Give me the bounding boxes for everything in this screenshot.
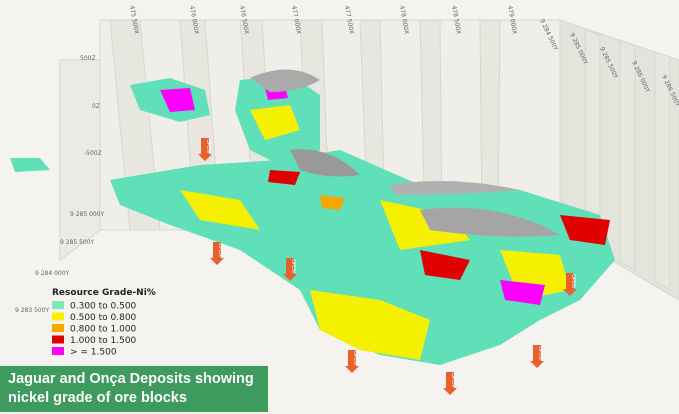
legend-swatch — [52, 312, 64, 321]
caption-line: Jaguar and Onça Deposits showing — [8, 371, 254, 387]
open-arrow — [198, 138, 212, 161]
axis-label: 500Z — [80, 55, 96, 62]
axis-label: 479 000X — [506, 5, 518, 35]
axis-label: 9 283 500Y — [15, 307, 50, 314]
legend-swatch — [52, 324, 64, 332]
axis-label: 9 285 000Y — [70, 211, 105, 218]
open-label: OPEN — [352, 351, 358, 365]
open-arrow — [283, 258, 297, 281]
caption-line: nickel grade of ore blocks — [8, 390, 187, 406]
open-arrow — [563, 273, 577, 296]
open-arrow — [210, 242, 224, 265]
caption-box: Jaguar and Onça Deposits showing nickel … — [0, 366, 268, 412]
axis-label: 476 000X — [188, 5, 200, 35]
open-label: OPEN — [290, 259, 296, 273]
legend-label: 0.800 to 1.000 — [70, 325, 137, 335]
axis-label: 476 500X — [238, 5, 250, 35]
axis-label: 9 285 500Y — [60, 239, 95, 246]
open-label: OPEN — [537, 346, 543, 360]
open-label: OPEN — [205, 139, 211, 153]
open-label: OPEN — [217, 243, 223, 257]
axis-label: 478 000X — [398, 5, 410, 35]
axis-label: 9 284 000Y — [35, 270, 70, 277]
axis-label: 478 500X — [450, 5, 462, 35]
axis-label: 477 000X — [290, 5, 302, 35]
legend-label: 0.300 to 0.500 — [70, 302, 137, 312]
legend-swatch — [52, 335, 64, 344]
legend-swatch — [52, 301, 64, 309]
legend-swatch — [52, 347, 64, 355]
open-label: OPEN — [570, 274, 576, 288]
legend-title: Resource Grade-Ni% — [52, 288, 156, 298]
axis-label: 477 500X — [343, 5, 355, 35]
legend-label: 1.000 to 1.500 — [70, 336, 137, 346]
ore-blocks — [10, 69, 615, 365]
legend-label: 0.500 to 0.800 — [70, 313, 137, 323]
axis-label: -500Z — [84, 150, 102, 157]
open-label: OPEN — [450, 373, 456, 387]
axis-label: 475 500X — [128, 5, 140, 35]
legend-label: > = 1.500 — [70, 348, 117, 358]
axis-label: 0Z — [92, 103, 100, 110]
open-arrow — [530, 345, 544, 368]
open-arrow — [443, 372, 457, 395]
open-arrow — [345, 350, 359, 373]
